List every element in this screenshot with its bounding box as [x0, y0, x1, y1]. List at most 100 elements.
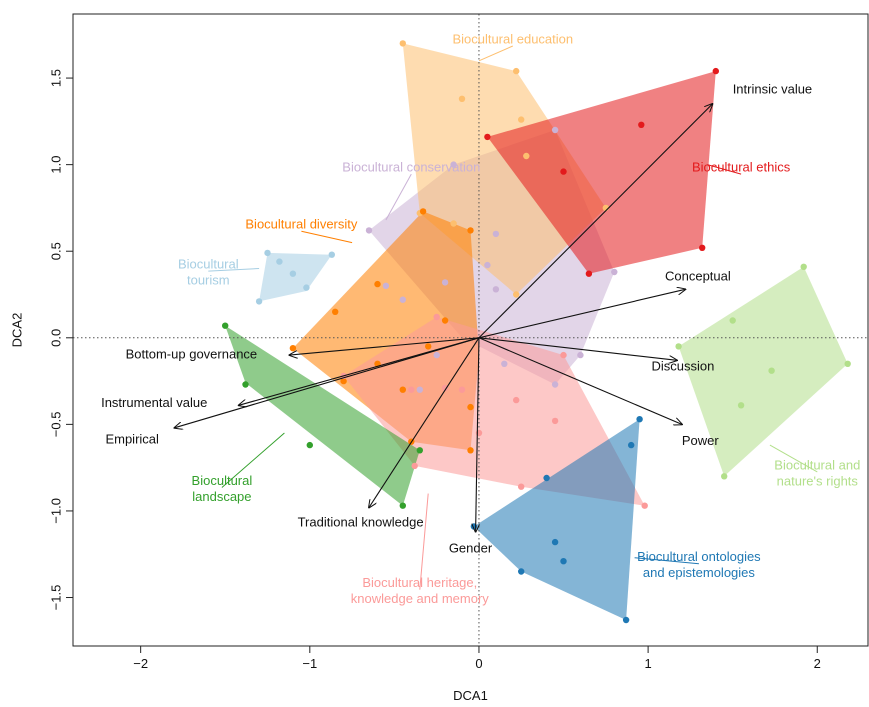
vector-power — [478, 337, 682, 425]
point-biocultural-education-2 — [458, 95, 466, 103]
x-tick-label-4: 2 — [814, 656, 821, 671]
point-biocultural-and-nature-s-rights-4 — [729, 317, 736, 324]
point-biocultural-ontologies-and-epistemologies-3 — [543, 474, 550, 482]
point-biocultural-heritage-knowledge-and-memory-6 — [408, 386, 415, 393]
point-biocultural-ethics-3 — [560, 168, 567, 175]
label-leader-biocultural-education — [478, 45, 514, 62]
point-biocultural-diversity-2 — [467, 227, 474, 234]
point-biocultural-ethics-1 — [712, 67, 719, 75]
point-biocultural-heritage-knowledge-and-memory-7 — [441, 384, 449, 392]
label-leader-biocultural-diversity — [301, 230, 353, 244]
group-label-biocultural-conservation-0: Biocultural conservation — [342, 160, 480, 175]
vector-discussion — [478, 337, 677, 361]
point-biocultural-diversity-4 — [332, 308, 339, 315]
point-biocultural-heritage-knowledge-and-memory-1 — [433, 313, 440, 321]
label-leader-biocultural-heritage-knowledge-and-memory — [419, 493, 429, 590]
point-biocultural-education-1 — [513, 67, 520, 75]
point-biocultural-ethics-4 — [699, 244, 706, 251]
point-biocultural-tourism-0 — [264, 249, 271, 257]
point-biocultural-conservation-7 — [484, 261, 491, 269]
group-labels: Intrinsic value Conceptual Discussion Power… — [101, 31, 860, 606]
vector-label-gender: Gender — [449, 540, 493, 555]
group-label-biocultural-diversity-0: Biocultural diversity — [245, 217, 357, 232]
point-biocultural-education-8 — [450, 220, 457, 227]
plot-frame — [72, 13, 869, 647]
point-biocultural-landscape-1 — [242, 381, 249, 388]
point-biocultural-tourism-5 — [255, 298, 263, 305]
point-biocultural-tourism-2 — [328, 251, 335, 258]
point-biocultural-diversity-0 — [289, 345, 297, 352]
y-tick-label-2: −0.5 — [48, 412, 63, 438]
point-biocultural-diversity-11 — [467, 447, 474, 454]
point-biocultural-conservation-0 — [365, 227, 373, 234]
point-biocultural-heritage-knowledge-and-memory-8 — [551, 417, 559, 425]
vector-gender — [476, 337, 479, 532]
point-biocultural-heritage-knowledge-and-memory-5 — [411, 462, 418, 470]
point-biocultural-and-nature-s-rights-0 — [675, 343, 682, 350]
point-biocultural-conservation-6 — [492, 230, 500, 238]
point-biocultural-ontologies-and-epistemologies-6 — [518, 568, 525, 575]
point-biocultural-diversity-3 — [374, 280, 381, 288]
point-biocultural-conservation-5 — [551, 381, 559, 388]
point-biocultural-diversity-6 — [425, 343, 432, 350]
point-biocultural-ontologies-and-epistemologies-4 — [551, 538, 559, 546]
label-leader-biocultural-and-nature-s-rights — [769, 444, 818, 473]
point-biocultural-and-nature-s-rights-6 — [737, 402, 745, 409]
point-biocultural-conservation-3 — [611, 268, 618, 276]
vector-label-discussion: Discussion — [652, 359, 715, 374]
x-tick-label-1: −1 — [302, 656, 317, 671]
label-leader-biocultural-ontologies-and-epistemologies — [634, 557, 699, 565]
point-biocultural-diversity-1 — [419, 208, 427, 215]
point-biocultural-landscape-2 — [306, 441, 313, 449]
point-biocultural-conservation-13 — [416, 386, 423, 393]
point-biocultural-education-6 — [513, 291, 520, 298]
label-leader-biocultural-ethics — [707, 164, 742, 175]
point-biocultural-ethics-2 — [638, 121, 645, 128]
vector-label-instrumental-value: Instrumental value — [101, 395, 207, 410]
point-biocultural-ethics-5 — [585, 270, 593, 277]
vector-label-conceptual: Conceptual — [665, 269, 731, 284]
group-points — [222, 40, 851, 624]
point-biocultural-conservation-4 — [577, 351, 584, 359]
point-biocultural-landscape-3 — [416, 447, 423, 454]
x-axis-title: DCA1 — [453, 688, 488, 703]
label-leader-biocultural-conservation — [385, 173, 412, 221]
point-biocultural-ontologies-and-epistemologies-7 — [622, 616, 630, 624]
point-biocultural-diversity-8 — [340, 377, 347, 385]
group-label-biocultural-landscape-1: landscape — [192, 489, 251, 504]
vector-instrumental-value — [239, 337, 480, 406]
point-biocultural-education-3 — [518, 116, 525, 123]
point-biocultural-and-nature-s-rights-5 — [768, 367, 775, 374]
group-label-biocultural-heritage-knowledge-and-memory-0: Biocultural heritage, — [362, 575, 477, 590]
point-biocultural-conservation-10 — [399, 296, 406, 303]
hull-biocultural-ontologies-and-epistemologies — [473, 419, 640, 620]
point-biocultural-diversity-9 — [399, 386, 406, 393]
point-biocultural-conservation-1 — [450, 161, 457, 168]
point-biocultural-and-nature-s-rights-1 — [800, 263, 807, 270]
group-hulls — [225, 43, 848, 620]
y-tick-label-1: −1.0 — [48, 498, 63, 524]
point-biocultural-education-0 — [399, 40, 406, 47]
point-biocultural-conservation-8 — [441, 279, 449, 286]
point-biocultural-diversity-5 — [441, 317, 449, 324]
group-label-biocultural-ethics-0: Biocultural ethics — [692, 160, 791, 175]
vector-conceptual — [478, 289, 685, 339]
x-tick-label-3: 1 — [644, 656, 651, 671]
group-label-leaders — [208, 45, 818, 590]
point-biocultural-education-4 — [523, 152, 530, 160]
x-tick-label-0: −2 — [133, 656, 148, 671]
group-label-biocultural-and-nature-s-rights-0: Biocultural and — [774, 457, 860, 472]
point-biocultural-heritage-knowledge-and-memory-11 — [458, 386, 466, 393]
vector-label-intrinsic-value: Intrinsic value — [733, 82, 812, 97]
point-biocultural-conservation-12 — [501, 360, 508, 367]
hull-biocultural-ethics — [487, 71, 716, 274]
point-biocultural-ontologies-and-epistemologies-1 — [636, 416, 643, 423]
point-biocultural-heritage-knowledge-and-memory-3 — [641, 502, 648, 509]
label-leader-biocultural-landscape — [221, 432, 285, 488]
vector-empirical — [175, 337, 480, 428]
point-biocultural-heritage-knowledge-and-memory-4 — [518, 483, 525, 490]
y-tick-label-4: 0.5 — [48, 242, 63, 260]
hull-biocultural-and-nature-s-rights — [678, 266, 848, 477]
hull-biocultural-landscape — [225, 325, 420, 506]
group-label-biocultural-landscape-0: Biocultural — [192, 473, 253, 488]
